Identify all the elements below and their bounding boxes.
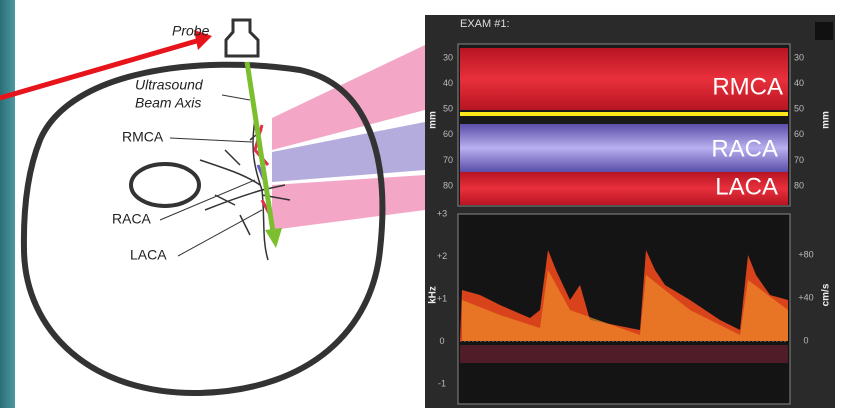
unit-label: cm/s <box>821 283 832 306</box>
depth-tick: 40 <box>794 78 804 88</box>
depth-tick: 60 <box>794 129 804 139</box>
velocity-tick: +80 <box>798 249 813 259</box>
khz-tick: +2 <box>437 251 447 261</box>
unit-label: mm <box>428 111 439 129</box>
monitor-title: EXAM #1: <box>460 18 510 30</box>
vessel-label: RMCA <box>122 129 164 145</box>
depth-tick: 80 <box>794 180 804 190</box>
vessel-label: RACA <box>112 211 152 227</box>
mmode-vessel: RACA <box>711 135 778 162</box>
mmode-vessel: RMCA <box>712 73 783 100</box>
unit-label: mm <box>821 111 832 129</box>
depth-tick: 50 <box>794 104 804 114</box>
depth-tick: 30 <box>443 52 453 62</box>
khz-tick: +3 <box>437 208 447 218</box>
vessel-label: LACA <box>130 247 167 263</box>
unit-label: kHz <box>428 286 439 304</box>
beam-label: Ultrasound <box>135 77 204 93</box>
beam-label: Beam Axis <box>135 95 201 111</box>
depth-tick: 40 <box>443 78 453 88</box>
velocity-tick: +40 <box>798 292 813 302</box>
depth-tick: 70 <box>443 155 453 165</box>
depth-tick: 50 <box>443 104 453 114</box>
teal-border <box>0 0 15 408</box>
depth-tick: 30 <box>794 52 804 62</box>
slide: Probe Ultrasound Beam Axis RMCA RACA LAC… <box>0 0 862 408</box>
depth-tick: 80 <box>443 180 453 190</box>
mmode-vessel: LACA <box>715 173 778 200</box>
monitor-corner <box>815 22 833 40</box>
khz-tick: 0 <box>439 336 444 346</box>
khz-tick: -1 <box>438 378 446 388</box>
doppler-negative <box>460 345 788 363</box>
velocity-tick: 0 <box>803 335 808 345</box>
depth-tick: 70 <box>794 155 804 165</box>
probe-label: Probe <box>172 23 210 39</box>
depth-tick: 60 <box>443 129 453 139</box>
